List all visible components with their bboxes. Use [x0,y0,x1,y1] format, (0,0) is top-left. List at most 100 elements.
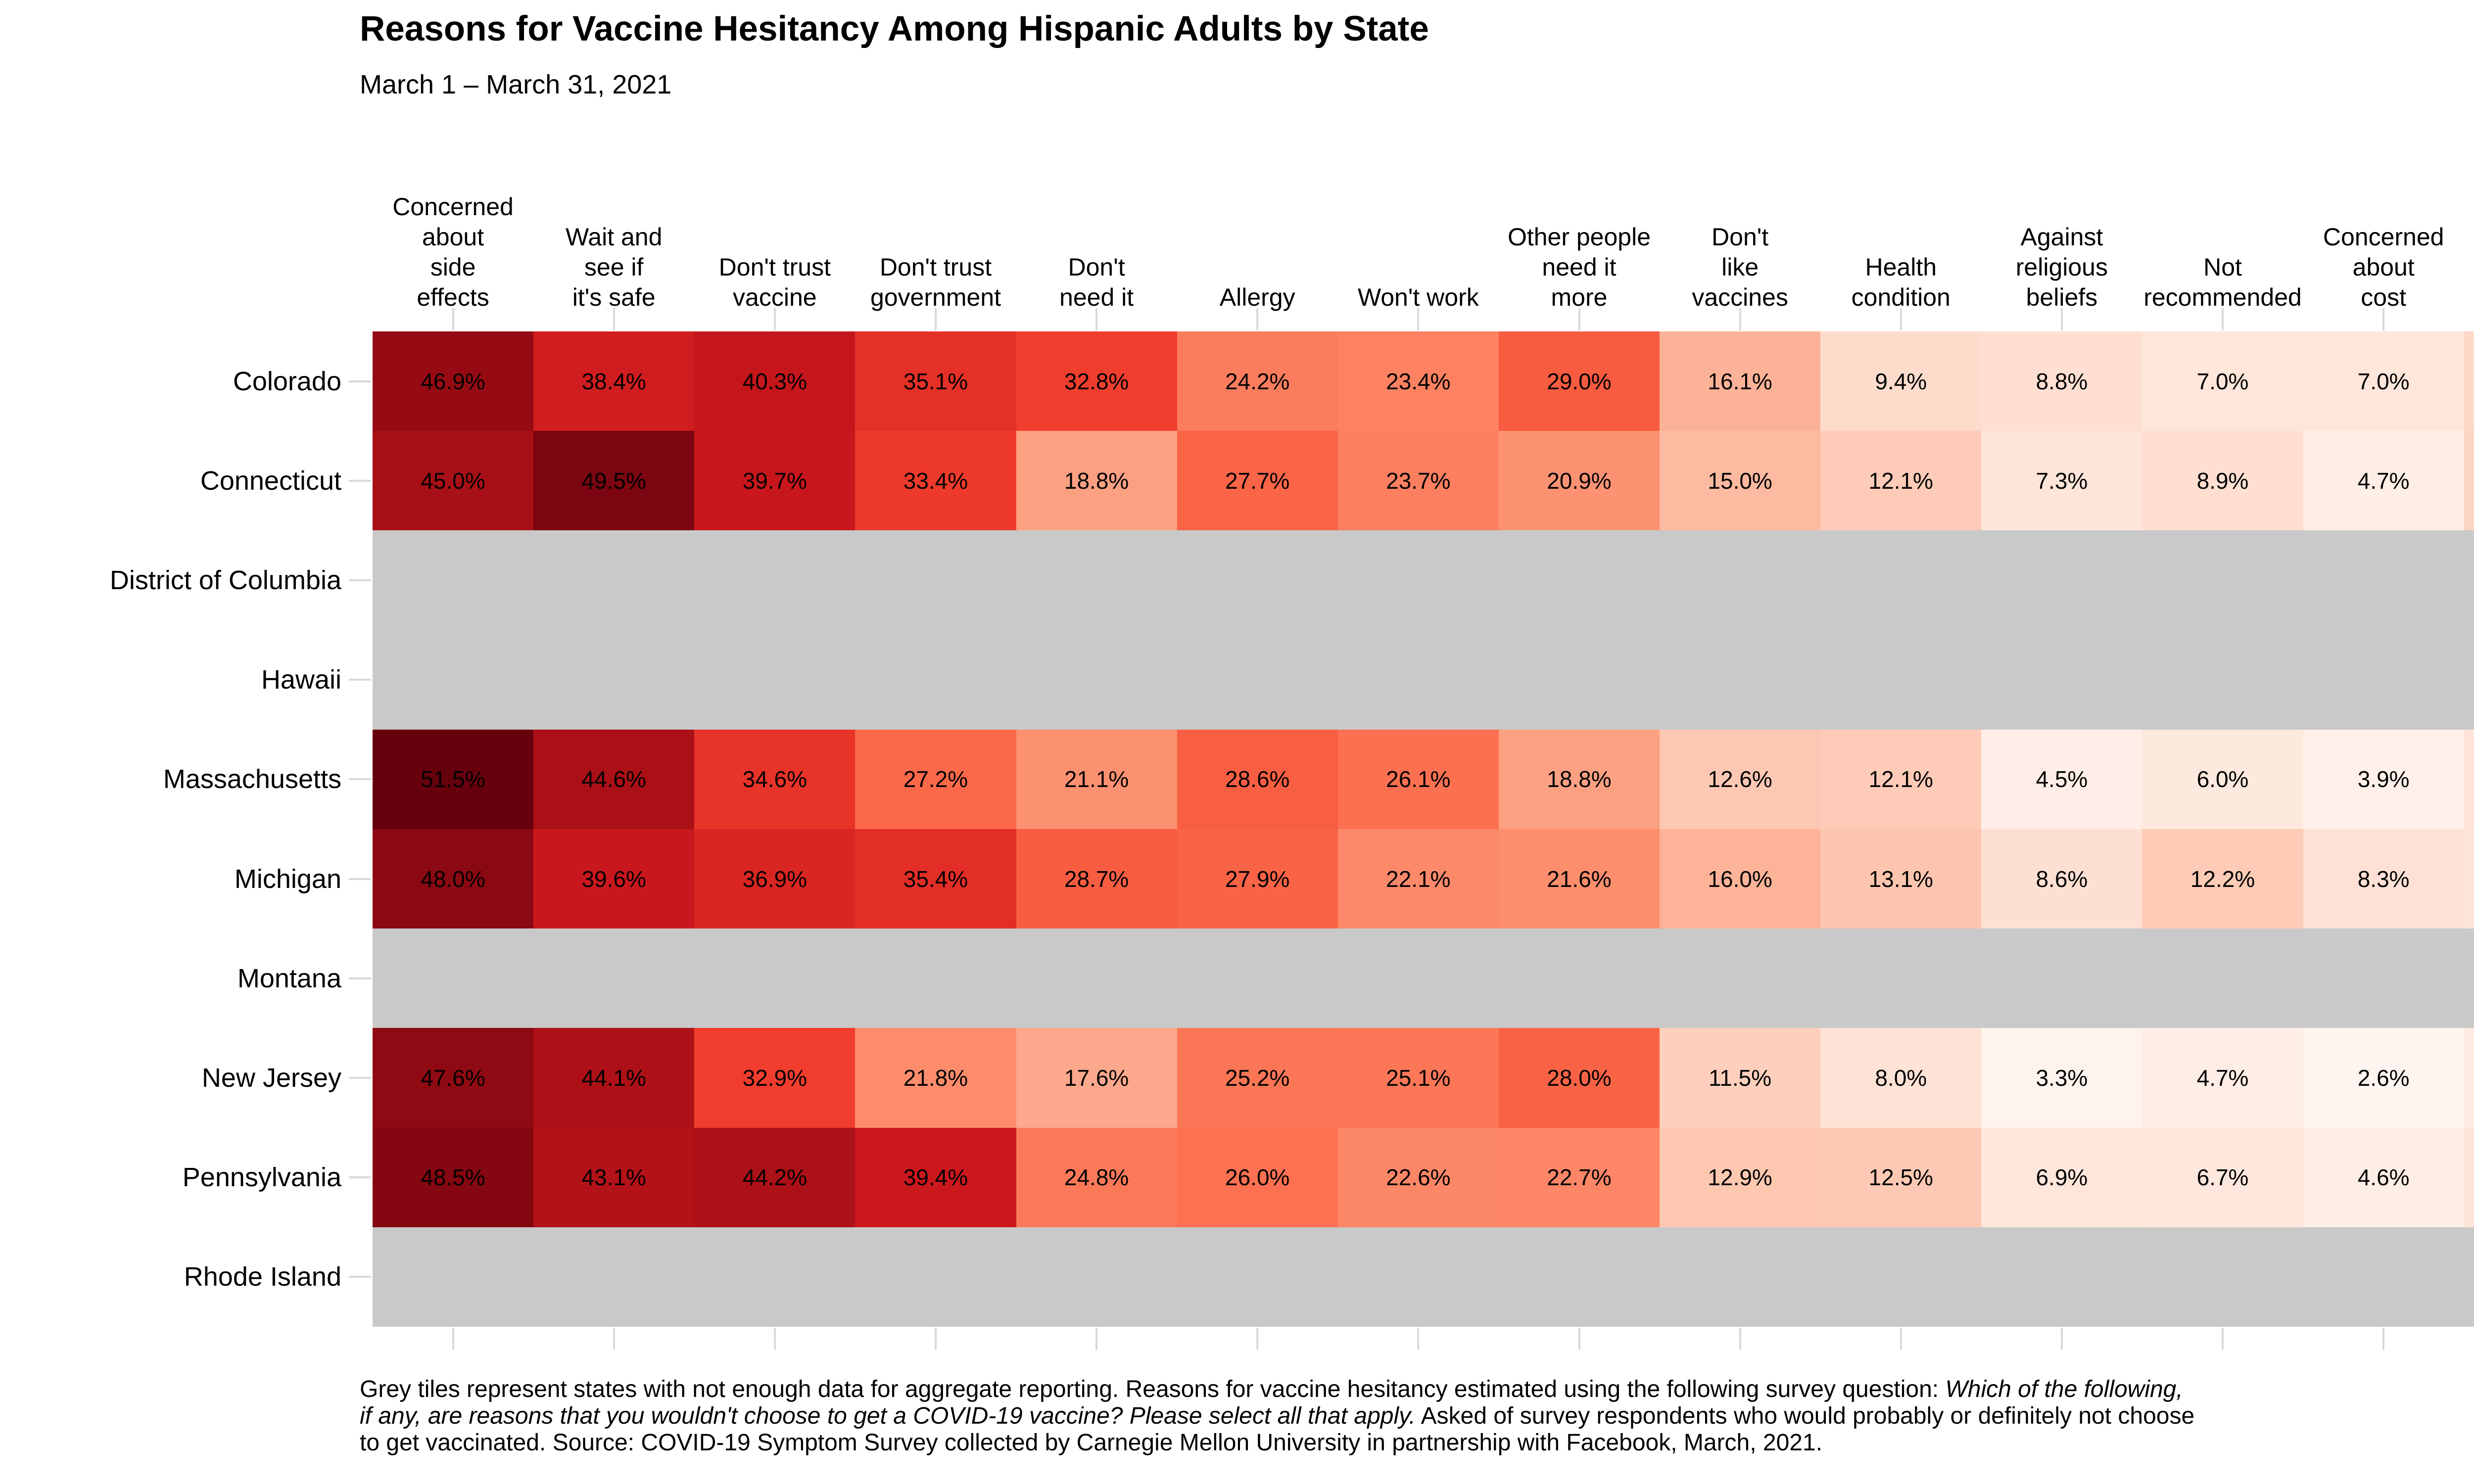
axis-tick [1417,308,1420,330]
footnote-survey-question: if any, are reasons that you wouldn't ch… [360,1403,1416,1429]
heatmap-cell: 12.9% [1660,1127,1821,1227]
heatmap-cell: 48.0% [373,829,534,929]
column-header: Wait and see if it's safe [565,223,663,311]
heatmap-cell: 28.7% [1016,829,1177,929]
heatmap-cell: 12.6% [1660,729,1821,829]
heatmap-cell: 8.8% [1981,331,2142,431]
missing-data-tile [373,1227,2474,1327]
heatmap-cell: 24.8% [1016,1127,1177,1227]
heatmap-cell: 13.1% [1820,829,1982,929]
heatmap-cell: 44.1% [533,1028,695,1128]
heatmap-cell: 26.1% [1337,729,1499,829]
heatmap-cell: 38.4% [533,331,695,431]
heatmap-cell: 11.5% [1660,1028,1821,1128]
heatmap-cell: 43.1% [533,1127,695,1227]
heatmap-cell: 6.0% [2142,729,2303,829]
heatmap-cell: 18.8% [1016,431,1177,531]
heatmap-cell: 21.8% [855,1028,1016,1128]
heatmap-cell: 10.5% [2464,431,2474,531]
row-label: New Jersey [201,1063,341,1093]
heatmap-cell: 47.6% [373,1028,534,1128]
heatmap-cell: 16.1% [1660,331,1821,431]
row-label: Colorado [233,366,341,396]
axis-tick [2222,308,2224,330]
axis-tick [1900,308,1902,330]
heatmap-cell: 12.5% [1820,1127,1982,1227]
heatmap-cell: 2.6% [2303,1028,2464,1128]
column-header: Concerned about side effects [392,193,514,311]
heatmap-cell: 22.7% [1498,1127,1660,1227]
column-header: Not recommended [2143,253,2302,311]
heatmap-cell: 51.5% [373,729,534,829]
axis-tick [349,479,371,482]
missing-data-tile [373,530,2474,630]
column-header: Don't like vaccines [1692,223,1788,311]
footnote-text: Grey tiles represent states with not eno… [360,1376,1946,1402]
heatmap-cell: 48.5% [373,1127,534,1227]
heatmap-cell: 29.0% [1498,331,1660,431]
heatmap-cell: 32.8% [1016,331,1177,431]
heatmap-cell: 28.0% [1498,1028,1660,1128]
heatmap-cell: 3.9% [2303,729,2464,829]
heatmap-cell: 35.4% [855,829,1016,929]
footnote: Grey tiles represent states with not eno… [360,1376,2474,1456]
axis-tick [2382,308,2385,330]
footnote-survey-question: Which of the following, [1945,1376,2183,1402]
heatmap-cell: 28.6% [1177,729,1338,829]
heatmap-cell: 7.3% [2464,1127,2474,1227]
heatmap-cell: 17.6% [1016,1028,1177,1128]
axis-tick [349,977,371,979]
column-headers: Concerned about side effects Wait and see… [373,148,2474,313]
axis-tick [452,308,454,330]
column-header: Won't work [1357,283,1479,311]
heatmap-grid: 46.9% 38.4% 40.3% 35.1% 32.8% 24.2% 23.4% 29.0%… [373,331,2474,1327]
heatmap-cell: 23.7% [1337,431,1499,531]
heatmap-cell: 32.9% [694,1028,856,1128]
heatmap-cell: 8.0% [1820,1028,1982,1128]
column-header: Health condition [1851,253,1951,311]
row-label: District of Columbia [109,565,341,595]
row-label: Michigan [234,864,341,894]
heatmap-cell: 26.0% [1177,1127,1338,1227]
heatmap-cell: 6.7% [2142,1127,2303,1227]
heatmap-cell: 7.8% [2464,729,2474,829]
axis-tick [613,308,615,330]
heatmap-cell: 45.0% [373,431,534,531]
axis-tick [349,1276,371,1278]
column-header: Don't need it [1059,253,1134,311]
footnote-line: to get vaccinated. Source: COVID-19 Symp… [360,1430,2474,1456]
heatmap-cell: 25.1% [1337,1028,1499,1128]
axis-tick [349,878,371,880]
heatmap-cell: 10.0% [2464,331,2474,431]
axis-tick [349,380,371,382]
heatmap-cell: 20.9% [1498,431,1660,531]
axis-tick [934,1328,937,1350]
missing-data-tile [373,928,2474,1028]
heatmap-cell: 27.2% [855,729,1016,829]
chart-subtitle: March 1 – March 31, 2021 [360,70,672,99]
axis-tick [1417,1328,1420,1350]
footnote-text: Asked of survey respondents who would pr… [1415,1403,2195,1429]
heatmap-cell: 39.4% [855,1127,1016,1227]
axis-tick [2382,1328,2385,1350]
axis-tick [2060,1328,2063,1350]
footnote-text: to get vaccinated. Source: COVID-19 Symp… [360,1430,1823,1456]
heatmap-cell: 7.3% [1981,431,2142,531]
row-label: Pennsylvania [182,1162,341,1193]
heatmap-cell: 12.2% [2142,829,2303,929]
heatmap-cell: 3.3% [1981,1028,2142,1128]
axis-tick [452,1328,454,1350]
axis-tick [773,1328,776,1350]
heatmap-cell: 7.2% [2464,829,2474,929]
heatmap-cell: 4.6% [2303,1127,2464,1227]
heatmap-cell: 27.9% [1177,829,1338,929]
heatmap-cell: 44.2% [694,1127,856,1227]
axis-tick [1256,1328,1259,1350]
heatmap-cell: 22.1% [1337,829,1499,929]
heatmap-cell: 35.1% [855,331,1016,431]
heatmap-cell: 4.7% [2142,1028,2303,1128]
row-label: Hawaii [261,665,341,695]
heatmap-cell: 5.7% [2464,1028,2474,1128]
axis-tick [349,1176,371,1179]
axis-tick [1739,308,1741,330]
